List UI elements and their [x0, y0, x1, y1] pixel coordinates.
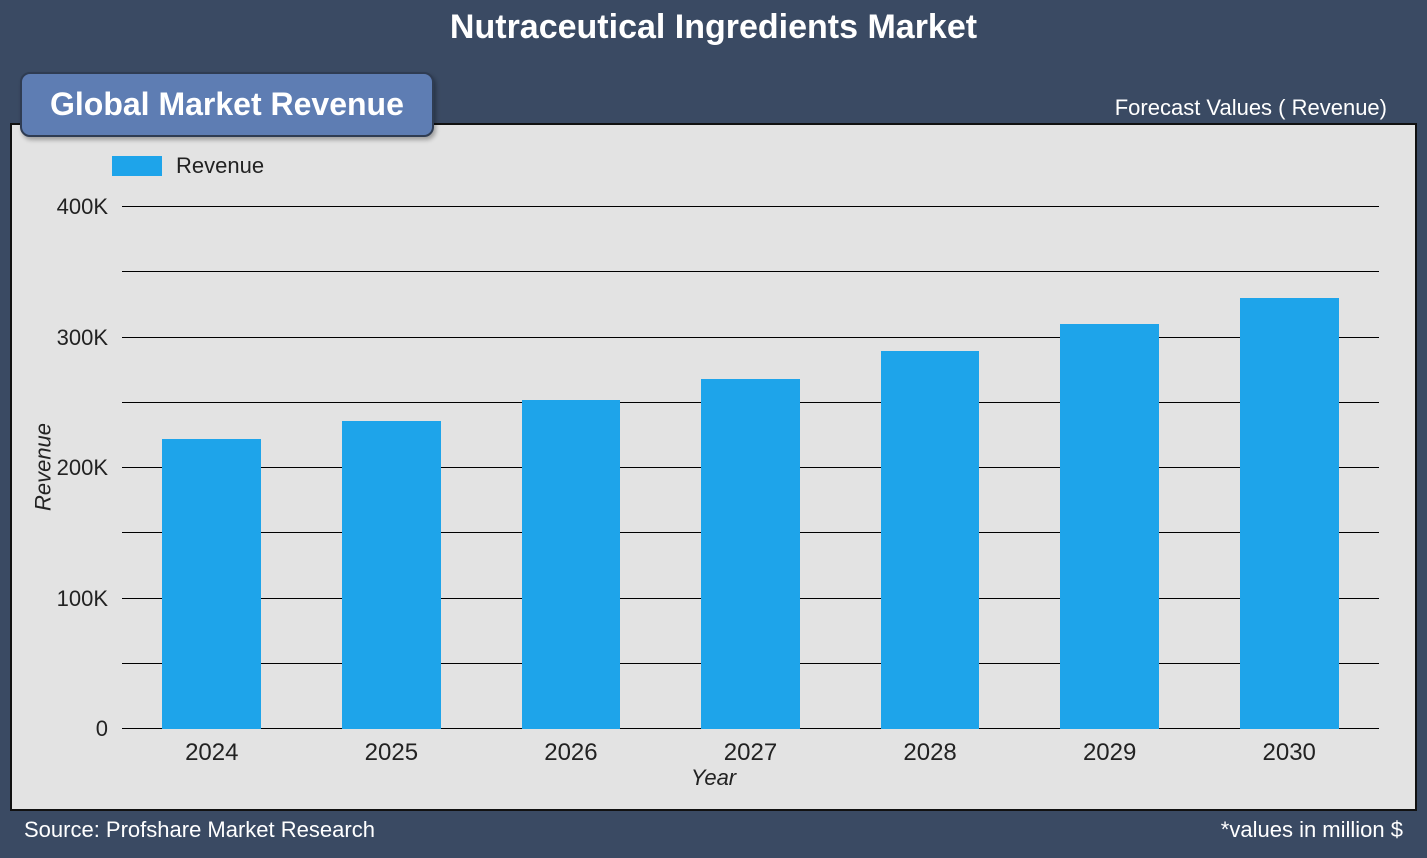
x-tick-label: 2030 — [1263, 739, 1316, 767]
footer: Source: Profshare Market Research *value… — [10, 811, 1417, 843]
x-axis-label: Year — [691, 765, 736, 791]
y-tick-label: 0 — [96, 716, 108, 742]
legend-swatch — [112, 156, 162, 176]
x-tick-label: 2029 — [1083, 739, 1136, 767]
gridline — [122, 271, 1379, 272]
chart-panel: Revenue Revenue 0100K200K300K400K2024202… — [10, 123, 1417, 811]
y-tick-label: 300K — [57, 325, 108, 351]
y-tick-label: 200K — [57, 455, 108, 481]
legend-label: Revenue — [176, 153, 264, 179]
y-axis-label: Revenue — [31, 423, 57, 511]
bar — [1060, 324, 1159, 729]
gridline — [122, 337, 1379, 338]
bar — [701, 379, 800, 729]
x-tick-label: 2026 — [544, 739, 597, 767]
x-tick-label: 2028 — [903, 739, 956, 767]
bar — [1240, 298, 1339, 729]
plot-area: 0100K200K300K400K20242025202620272028202… — [122, 207, 1379, 729]
x-tick-label: 2027 — [724, 739, 777, 767]
bar — [342, 421, 441, 729]
bar — [162, 439, 261, 729]
footer-source: Source: Profshare Market Research — [24, 817, 375, 843]
forecast-label: Forecast Values ( Revenue) — [1115, 95, 1387, 121]
bar — [881, 351, 980, 729]
y-tick-label: 400K — [57, 194, 108, 220]
x-tick-label: 2025 — [365, 739, 418, 767]
x-tick-label: 2024 — [185, 739, 238, 767]
header-row: Global Market Revenue Forecast Values ( … — [10, 57, 1417, 127]
footer-note: *values in million $ — [1221, 817, 1403, 843]
chart-card: Nutraceutical Ingredients Market Global … — [0, 0, 1427, 858]
page-title: Nutraceutical Ingredients Market — [10, 8, 1417, 47]
bar — [522, 400, 621, 729]
legend: Revenue — [112, 153, 264, 179]
y-tick-label: 100K — [57, 586, 108, 612]
gridline — [122, 206, 1379, 207]
subtitle-badge: Global Market Revenue — [20, 72, 434, 137]
